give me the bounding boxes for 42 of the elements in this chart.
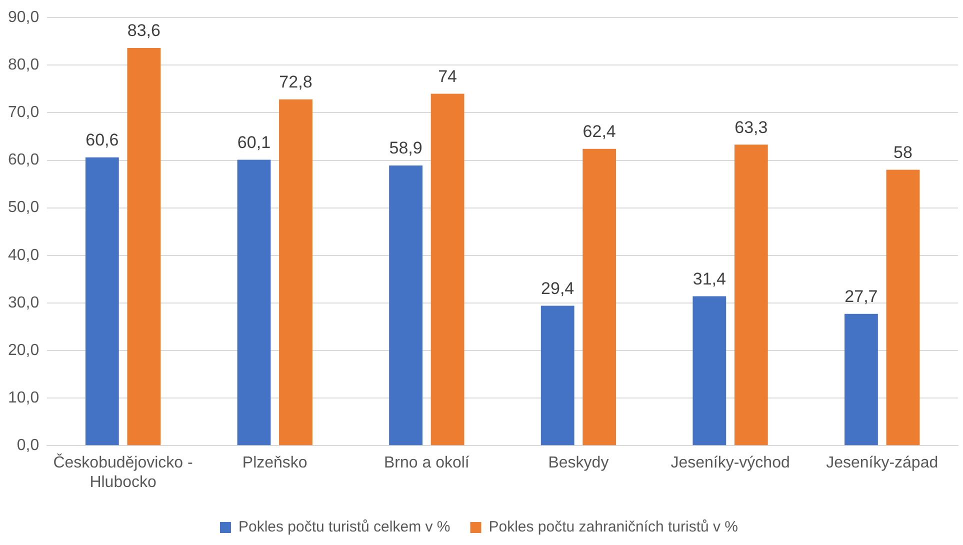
data-label: 58,9 xyxy=(389,138,422,158)
x-tick-label: Plzeňsko xyxy=(242,454,308,472)
y-tick-label: 90,0 xyxy=(8,9,40,26)
data-label: 60,1 xyxy=(237,132,271,152)
legend-label: Pokles počtu turistů celkem v % xyxy=(238,518,450,536)
y-tick-label: 10,0 xyxy=(8,389,40,406)
y-tick-label: 20,0 xyxy=(8,342,40,359)
bar xyxy=(886,170,920,446)
legend-label: Pokles počtu zahraničních turistů v % xyxy=(488,518,738,536)
bar xyxy=(540,306,574,446)
data-label: 63,3 xyxy=(734,118,768,137)
bar xyxy=(389,166,422,446)
y-tick-label: 50,0 xyxy=(8,199,40,216)
x-tick-label: Jeseníky-východ xyxy=(670,454,790,472)
data-label: 29,4 xyxy=(541,278,574,298)
y-tick-label: 70,0 xyxy=(8,104,40,122)
y-tick-label: 60,0 xyxy=(8,152,40,169)
data-label: 83,6 xyxy=(127,21,160,40)
data-label: 58 xyxy=(894,142,912,162)
bar xyxy=(692,296,726,446)
x-tick-label: Brno a okolí xyxy=(384,454,470,472)
bar xyxy=(127,48,161,446)
bar xyxy=(844,314,878,446)
data-label: 60,6 xyxy=(86,130,119,150)
bar xyxy=(734,144,768,446)
x-tick-label: Beskydy xyxy=(548,454,609,472)
y-tick-label: 80,0 xyxy=(8,56,40,74)
bar xyxy=(279,99,312,446)
y-tick-label: 40,0 xyxy=(8,246,40,264)
bar xyxy=(237,160,271,446)
x-tick-label: Českobudějovicko - Hlubocko xyxy=(53,454,193,491)
bar xyxy=(85,157,119,446)
data-label: 27,7 xyxy=(844,287,878,306)
data-label: 62,4 xyxy=(582,122,616,142)
data-label: 72,8 xyxy=(279,72,312,92)
data-label: 31,4 xyxy=(692,269,726,288)
y-tick-label: 30,0 xyxy=(8,294,40,312)
data-label: 74 xyxy=(438,66,457,86)
bar xyxy=(582,148,616,446)
bar xyxy=(430,94,464,446)
x-tick-label: Jeseníky-západ xyxy=(826,454,938,472)
y-tick-label: 0,0 xyxy=(16,437,40,454)
